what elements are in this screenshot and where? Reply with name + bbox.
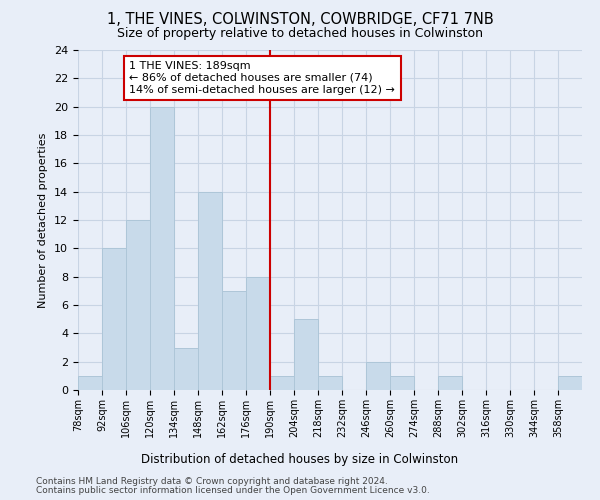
- Y-axis label: Number of detached properties: Number of detached properties: [38, 132, 49, 308]
- Bar: [558, 376, 582, 390]
- Bar: [126, 220, 150, 390]
- Bar: [270, 376, 294, 390]
- Text: Contains HM Land Registry data © Crown copyright and database right 2024.: Contains HM Land Registry data © Crown c…: [36, 477, 388, 486]
- Bar: [294, 319, 318, 390]
- Bar: [390, 376, 414, 390]
- Bar: [198, 192, 222, 390]
- Text: 1, THE VINES, COLWINSTON, COWBRIDGE, CF71 7NB: 1, THE VINES, COLWINSTON, COWBRIDGE, CF7…: [107, 12, 493, 28]
- Text: Contains public sector information licensed under the Open Government Licence v3: Contains public sector information licen…: [36, 486, 430, 495]
- Bar: [78, 376, 102, 390]
- Bar: [366, 362, 390, 390]
- Bar: [102, 248, 126, 390]
- Bar: [438, 376, 462, 390]
- Bar: [150, 106, 174, 390]
- Bar: [174, 348, 198, 390]
- Text: 1 THE VINES: 189sqm
← 86% of detached houses are smaller (74)
14% of semi-detach: 1 THE VINES: 189sqm ← 86% of detached ho…: [130, 62, 395, 94]
- Bar: [246, 276, 270, 390]
- Text: Distribution of detached houses by size in Colwinston: Distribution of detached houses by size …: [142, 452, 458, 466]
- Text: Size of property relative to detached houses in Colwinston: Size of property relative to detached ho…: [117, 28, 483, 40]
- Bar: [222, 291, 246, 390]
- Bar: [318, 376, 342, 390]
